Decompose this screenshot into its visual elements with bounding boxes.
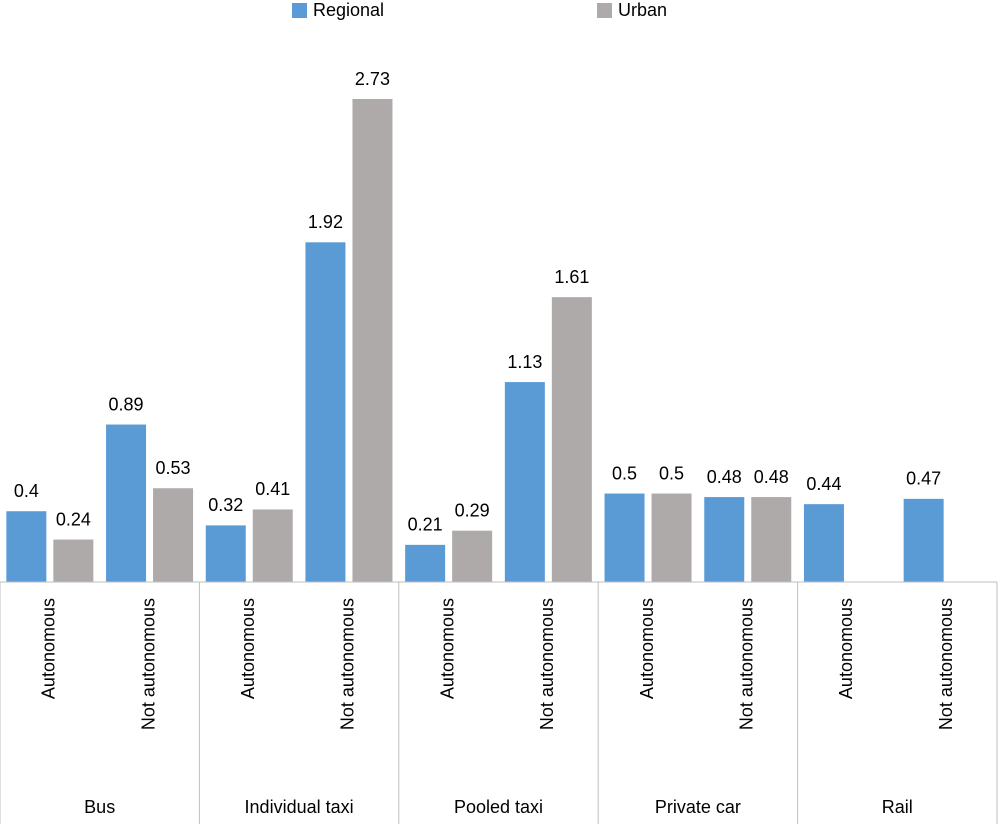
bar (153, 488, 194, 582)
bar (305, 242, 346, 583)
bar (352, 99, 393, 582)
bar (452, 530, 493, 582)
x-tick-label: Not autonomous (338, 598, 358, 730)
legend-swatch (597, 3, 612, 18)
data-label: 2.73 (355, 69, 390, 89)
x-tick-label: Autonomous (238, 598, 258, 699)
data-label: 0.32 (208, 495, 243, 515)
bar (803, 504, 844, 582)
data-label: 0.48 (707, 467, 742, 487)
data-label: 1.92 (308, 212, 343, 232)
legend-label: Regional (313, 0, 384, 20)
bar (504, 382, 545, 582)
x-tick-label: Not autonomous (138, 598, 158, 730)
x-tick-label: Autonomous (437, 598, 457, 699)
data-label: 0.5 (659, 463, 684, 483)
x-tick-label: Not autonomous (537, 598, 557, 730)
group-label: Rail (882, 797, 913, 817)
group-label: Individual taxi (245, 797, 354, 817)
bar (604, 493, 645, 582)
bar (704, 497, 745, 582)
bar (551, 297, 592, 582)
legend-label: Urban (618, 0, 667, 20)
data-label: 0.41 (255, 479, 290, 499)
bar (252, 509, 293, 582)
data-label: 0.4 (14, 481, 39, 501)
x-tick-label: Autonomous (836, 598, 856, 699)
group-label: Private car (655, 797, 741, 817)
x-tick-label: Autonomous (637, 598, 657, 699)
legend-swatch (292, 3, 307, 18)
data-label: 1.61 (554, 267, 589, 287)
bar (751, 497, 792, 582)
data-label: 0.53 (156, 458, 191, 478)
bar (205, 525, 246, 582)
data-label: 0.47 (906, 469, 941, 489)
data-label: 0.44 (806, 474, 841, 494)
bar (6, 511, 47, 582)
x-tick-label: Not autonomous (737, 598, 757, 730)
bar (903, 498, 944, 582)
bar (405, 544, 446, 582)
data-label: 0.48 (754, 467, 789, 487)
group-label: Pooled taxi (454, 797, 543, 817)
bar (651, 493, 692, 582)
group-label: Bus (84, 797, 115, 817)
data-label: 0.89 (109, 394, 144, 414)
data-label: 0.5 (612, 463, 637, 483)
bar (53, 539, 94, 582)
bar (106, 424, 147, 582)
x-tick-label: Autonomous (39, 598, 59, 699)
data-label: 0.21 (408, 515, 443, 535)
data-label: 0.24 (56, 509, 91, 529)
data-label: 1.13 (507, 352, 542, 372)
data-label: 0.29 (455, 500, 490, 520)
x-tick-label: Not autonomous (936, 598, 956, 730)
